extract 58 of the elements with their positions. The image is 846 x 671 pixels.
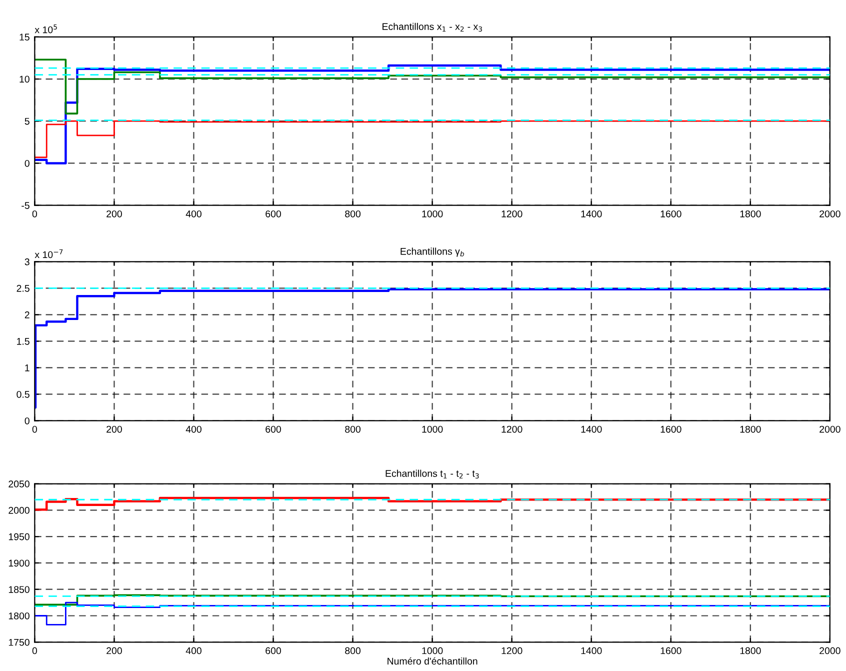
y-tick-label: 2 xyxy=(24,311,30,318)
text: x 10$^{5}$ xyxy=(34,24,57,34)
x-tick-label: 1000 xyxy=(422,647,443,654)
x-tick-label: 1200 xyxy=(502,647,522,654)
text: x 10$^{−7}$ xyxy=(34,249,63,258)
y-tick-label: 2000 xyxy=(8,506,30,514)
y-tick-label: 0 xyxy=(24,160,30,167)
x-tick-label: 1400 xyxy=(581,210,602,218)
y-tick-label: 1950 xyxy=(8,533,30,540)
x-tick-label: 1400 xyxy=(581,647,602,654)
x-tick-label: 1200 xyxy=(502,210,522,218)
y-tick-label: 1900 xyxy=(8,560,30,567)
y-tick-label: 0.5 xyxy=(16,390,30,398)
x-tick-label: 1600 xyxy=(660,647,682,654)
chart-title: Echantillons t$_{1}$ - t$_{2}$ - t$_{3}$ xyxy=(386,470,479,478)
x-tick-label: 1600 xyxy=(660,210,682,218)
x-tick-label: 2000 xyxy=(820,426,840,433)
x-tick-label: 200 xyxy=(106,426,122,433)
y-tick-label: 10 xyxy=(20,76,30,83)
y-tick-label: 2050 xyxy=(8,480,30,488)
y-tick-label: 3 xyxy=(24,258,30,266)
x-tick-label: 200 xyxy=(106,210,122,218)
y-tick-label: 1800 xyxy=(8,612,30,620)
x-tick-label: 0 xyxy=(32,210,38,218)
x-tick-label: 1800 xyxy=(740,647,761,654)
chart-title: Echantillons γ$_{b}$ xyxy=(400,248,464,257)
y-tick-label: 1750 xyxy=(8,638,30,646)
x-tick-label: 1800 xyxy=(740,426,761,433)
x-tick-label: 400 xyxy=(186,210,202,218)
x-tick-label: 600 xyxy=(266,647,281,654)
x-tick-label: 2000 xyxy=(820,210,840,218)
x-tick-label: 1000 xyxy=(422,426,443,433)
y-tick-label: 1850 xyxy=(8,586,30,593)
x-tick-label: 1600 xyxy=(660,426,682,433)
y-tick-label: 1 xyxy=(25,364,30,372)
y-tick-label: -5 xyxy=(22,202,30,209)
x-tick-label: 800 xyxy=(345,426,361,433)
x-tick-label: 400 xyxy=(186,647,202,654)
y-tick-label: 0 xyxy=(24,417,30,424)
x-tick-label: 800 xyxy=(345,210,361,218)
x-tick-label: 0 xyxy=(32,647,38,654)
chart-title: Echantillons x$_{1}$ - x$_{2}$ - x$_{3}$ xyxy=(382,22,482,32)
y-tick-label: 5 xyxy=(24,118,30,125)
y-tick-label: 15 xyxy=(20,34,30,41)
x-tick-label: 1800 xyxy=(740,210,761,218)
x-tick-label: 1200 xyxy=(502,426,522,433)
y-tick-label: 2.5 xyxy=(16,284,30,292)
x-tick-label: 1400 xyxy=(581,426,602,433)
x-tick-label: 200 xyxy=(106,647,122,654)
x-tick-label: 600 xyxy=(266,210,281,218)
x-tick-label: 2000 xyxy=(820,647,840,654)
x-tick-label: 600 xyxy=(266,426,281,433)
y-tick-label: 1.5 xyxy=(17,338,30,345)
x-tick-label: 800 xyxy=(345,647,361,654)
x-tick-label: 0 xyxy=(32,426,38,433)
x-tick-label: 400 xyxy=(186,426,202,433)
x-axis-title: Numéro d'échantillon xyxy=(388,657,478,665)
x-tick-label: 1000 xyxy=(422,210,443,218)
